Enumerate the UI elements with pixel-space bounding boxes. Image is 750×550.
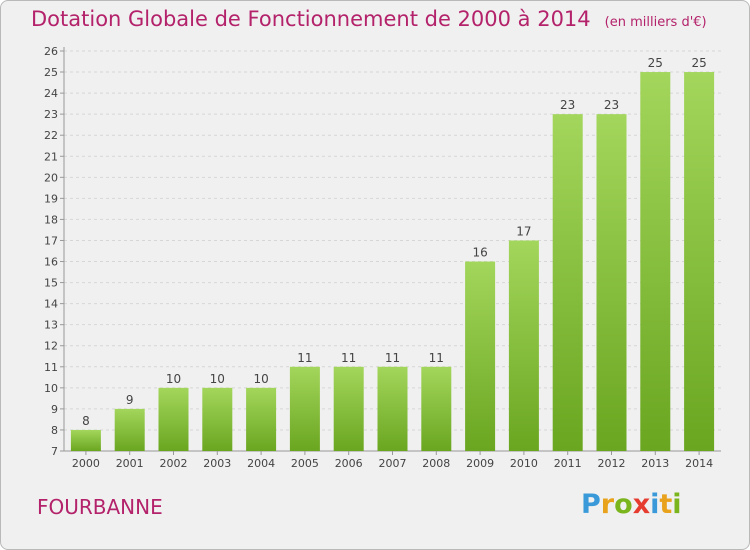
bar	[684, 72, 715, 451]
y-tick-label: 25	[44, 66, 58, 79]
bar	[596, 114, 627, 451]
proxiti-logo[interactable]: Proxiti	[581, 489, 701, 523]
y-tick-label: 7	[51, 445, 58, 458]
data-label: 10	[166, 372, 181, 386]
commune-name: FOURBANNE	[37, 495, 163, 519]
y-tick-label: 12	[44, 340, 58, 353]
y-tick-label: 26	[44, 45, 58, 58]
bar	[158, 387, 189, 451]
y-tick-label: 16	[44, 256, 58, 269]
data-label: 11	[429, 351, 444, 365]
data-label: 8	[82, 414, 90, 428]
bar	[202, 387, 233, 451]
x-tick-label: 2001	[116, 457, 144, 470]
y-tick-label: 13	[44, 319, 58, 332]
x-tick-label: 2003	[203, 457, 231, 470]
x-tick-label: 2009	[466, 457, 494, 470]
y-tick-label: 18	[44, 213, 58, 226]
x-tick-label: 2005	[291, 457, 319, 470]
y-tick-label: 20	[44, 171, 58, 184]
chart-title: Dotation Globale de Fonctionnement de 20…	[31, 7, 707, 31]
x-tick-label: 2000	[72, 457, 100, 470]
bar	[640, 72, 671, 451]
y-tick-label: 9	[51, 403, 58, 416]
x-tick-label: 2004	[247, 457, 275, 470]
y-tick-label: 8	[51, 424, 58, 437]
x-tick-label: 2011	[554, 457, 582, 470]
data-label: 23	[560, 98, 575, 112]
bar	[246, 387, 277, 451]
bar	[114, 408, 145, 451]
y-tick-label: 24	[44, 87, 58, 100]
y-tick-label: 19	[44, 192, 58, 205]
data-label: 11	[341, 351, 356, 365]
data-label: 10	[253, 372, 268, 386]
data-label: 10	[210, 372, 225, 386]
x-tick-label: 2002	[160, 457, 188, 470]
x-tick-label: 2007	[379, 457, 407, 470]
bar	[465, 261, 496, 451]
y-tick-label: 21	[44, 150, 58, 163]
bar	[289, 366, 320, 451]
logo-letter: i	[650, 489, 660, 520]
data-label: 11	[385, 351, 400, 365]
data-label: 9	[126, 393, 134, 407]
data-label: 25	[648, 56, 663, 70]
data-label: 25	[691, 56, 706, 70]
y-tick-label: 15	[44, 277, 58, 290]
y-tick-label: 14	[44, 298, 58, 311]
bar	[333, 366, 364, 451]
x-tick-label: 2012	[598, 457, 626, 470]
x-tick-label: 2014	[685, 457, 713, 470]
chart-title-text: Dotation Globale de Fonctionnement de 20…	[31, 7, 591, 31]
y-tick-label: 17	[44, 234, 58, 247]
x-tick-label: 2013	[641, 457, 669, 470]
data-label: 11	[297, 351, 312, 365]
data-label: 17	[516, 224, 531, 238]
chart-subtitle: (en milliers d'€)	[604, 15, 707, 30]
logo-letter: P	[581, 489, 601, 520]
bar	[377, 366, 408, 451]
y-tick-label: 11	[44, 361, 58, 374]
x-tick-label: 2010	[510, 457, 538, 470]
x-tick-label: 2006	[335, 457, 363, 470]
bar	[70, 429, 101, 451]
y-tick-label: 10	[44, 382, 58, 395]
y-tick-label: 23	[44, 108, 58, 121]
data-label: 23	[604, 98, 619, 112]
bar	[421, 366, 452, 451]
x-tick-label: 2008	[422, 457, 450, 470]
y-tick-label: 22	[44, 129, 58, 142]
logo-letter: o	[614, 489, 633, 520]
logo-letter: t	[659, 489, 673, 520]
data-label: 16	[472, 246, 487, 260]
logo-letter: r	[600, 489, 615, 520]
logo-letter: i	[672, 489, 682, 520]
logo-letter: x	[632, 489, 651, 520]
bar	[508, 240, 539, 451]
bar	[552, 114, 583, 451]
